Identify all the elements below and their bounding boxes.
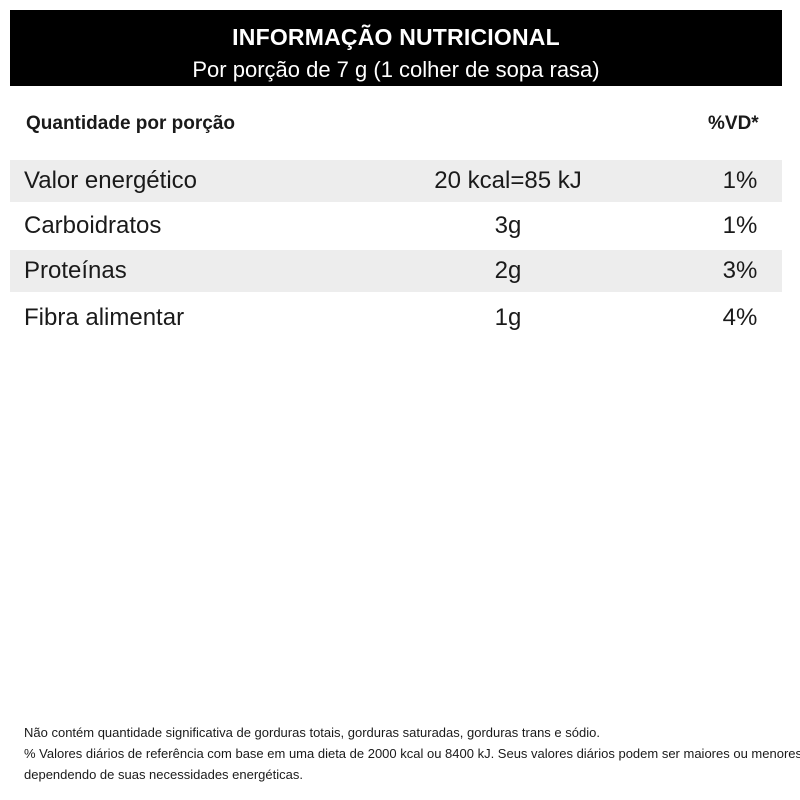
nutrient-name: Proteínas bbox=[24, 257, 127, 284]
nutrient-name: Carboidratos bbox=[24, 212, 162, 239]
nutrient-daily-value: 3% bbox=[722, 257, 758, 284]
column-header-daily-value: %VD* bbox=[708, 113, 759, 134]
serving-size: Por porção de 7 g (1 colher de sopa rasa… bbox=[192, 57, 600, 82]
table-row: Fibra alimentar 1g 4% bbox=[10, 297, 782, 339]
table-row: Valor energético 20 kcal=85 kJ 1% bbox=[10, 160, 782, 202]
footnote-line: dependendo de suas necessidades energéti… bbox=[24, 767, 303, 782]
nutrient-daily-value: 4% bbox=[722, 304, 758, 331]
table-row: Carboidratos 3g 1% bbox=[10, 205, 782, 247]
nutrient-daily-value: 1% bbox=[722, 167, 758, 194]
nutrition-header: INFORMAÇÃO NUTRICIONAL Por porção de 7 g… bbox=[10, 10, 782, 86]
nutrient-amount: 2g bbox=[494, 257, 522, 284]
footnote-line: Não contém quantidade significativa de g… bbox=[24, 725, 600, 740]
table-row: Proteínas 2g 3% bbox=[10, 250, 782, 292]
footnotes: Não contém quantidade significativa de g… bbox=[24, 722, 800, 785]
footnote-line: % Valores diários de referência com base… bbox=[24, 746, 800, 761]
nutrient-amount: 3g bbox=[494, 212, 522, 239]
nutrient-name: Fibra alimentar bbox=[24, 304, 185, 331]
nutrient-amount: 1g bbox=[494, 304, 522, 331]
nutrient-name: Valor energético bbox=[24, 167, 197, 194]
nutrient-daily-value: 1% bbox=[722, 212, 758, 239]
nutrient-amount: 20 kcal=85 kJ bbox=[434, 167, 582, 194]
nutrition-title: INFORMAÇÃO NUTRICIONAL bbox=[232, 24, 560, 50]
column-header-quantity: Quantidade por porção bbox=[26, 113, 236, 134]
